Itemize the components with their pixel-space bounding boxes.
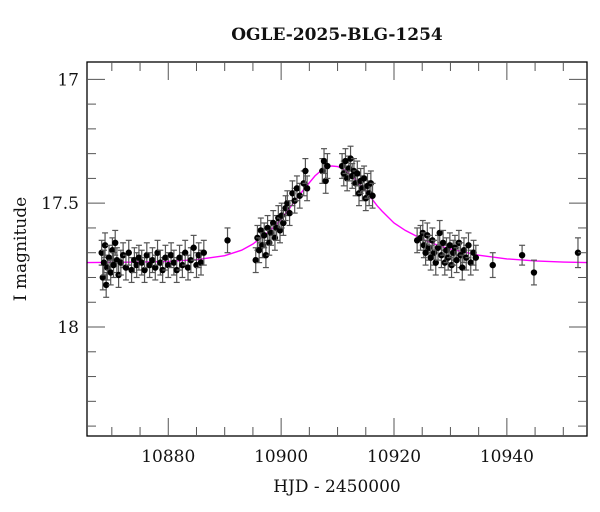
data-point — [280, 210, 287, 236]
axes: 10880 10900 10920 10940 17 17.5 18 — [41, 61, 588, 467]
data-point — [101, 232, 109, 259]
data-point — [143, 242, 151, 269]
data-point — [190, 234, 197, 261]
data-point — [530, 259, 538, 286]
data-point — [146, 252, 153, 279]
y-tick-label: 17.5 — [41, 194, 79, 214]
data-point — [369, 182, 376, 209]
data-point — [422, 239, 429, 266]
data-point — [125, 239, 132, 266]
data-point — [154, 239, 161, 266]
y-tick-label: 17 — [57, 70, 79, 90]
data-point — [264, 214, 271, 241]
y-tick-label: 18 — [57, 318, 79, 338]
data-point — [255, 237, 263, 264]
data-point — [439, 229, 447, 256]
x-tick-label: 10940 — [480, 447, 534, 467]
data-point — [176, 244, 183, 271]
data-point — [102, 271, 110, 298]
plot-frame — [86, 61, 588, 437]
data-point — [110, 252, 117, 279]
data-point — [224, 227, 231, 254]
data-point — [453, 247, 460, 274]
data-point — [465, 232, 472, 259]
chart-title: OGLE-2025-BLG-1254 — [231, 25, 443, 45]
data-point — [324, 153, 331, 180]
data-point — [262, 242, 270, 269]
data-point — [574, 237, 582, 269]
data-point — [472, 244, 480, 271]
plot-area — [87, 145, 587, 298]
data-point — [286, 200, 293, 227]
data-point — [518, 244, 526, 266]
data-point — [303, 175, 311, 202]
data-point — [489, 252, 496, 279]
x-axis-label: HJD - 2450000 — [273, 477, 401, 497]
data-point — [100, 249, 108, 276]
y-axis-label: I magnitude — [11, 197, 31, 301]
data-point — [135, 244, 143, 271]
model-curve — [87, 165, 587, 264]
data-point — [165, 252, 172, 279]
data-point — [128, 257, 135, 284]
data-point — [354, 160, 361, 187]
x-tick-label: 10880 — [141, 447, 195, 467]
x-tick-label: 10920 — [367, 447, 421, 467]
data-point — [122, 254, 130, 281]
data-point — [200, 239, 208, 266]
x-tick-label: 10900 — [254, 447, 308, 467]
data-point — [257, 217, 265, 244]
